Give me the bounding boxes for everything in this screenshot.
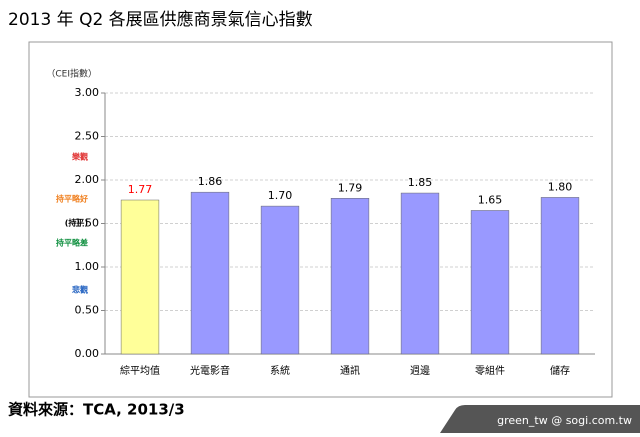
y-tick-label: 2.00: [75, 173, 100, 186]
x-tick-label: 零組件: [475, 364, 505, 377]
x-tick-label: 系統: [270, 364, 290, 377]
annotation: (持平): [65, 218, 88, 228]
y-tick-label: 1.00: [75, 260, 100, 273]
annotation: 持平略差: [56, 238, 88, 248]
value-label: 1.86: [198, 175, 223, 188]
y-tick-label: 0.50: [75, 304, 100, 317]
x-tick-label: 儲存: [550, 364, 570, 377]
bar: [470, 210, 510, 355]
footer: green_tw @ sogi.com.tw: [497, 414, 632, 427]
value-label: 1.77: [128, 183, 153, 196]
y-tick-label: 3.00: [75, 86, 100, 99]
bar: [190, 191, 230, 355]
bar: [330, 198, 370, 355]
bar: [260, 205, 300, 355]
x-tick-label: 光電影音: [190, 364, 230, 377]
value-label: 1.65: [478, 193, 503, 206]
bar: [400, 192, 440, 355]
footer-tab: [440, 405, 640, 433]
y-tick-label: 2.50: [75, 130, 100, 143]
value-label: 1.85: [408, 176, 433, 189]
y-tick-label: 0.00: [75, 347, 100, 360]
y-tick-label: 1.50: [75, 217, 100, 230]
chart-title: 2013 年 Q2 各展區供應商景氣信心指數: [8, 9, 313, 30]
annotation: 持平略好: [56, 194, 88, 204]
annotation: 悲觀: [72, 285, 88, 295]
y-axis-label: （CEI指數）: [46, 68, 97, 80]
bar: [120, 199, 160, 355]
x-tick-label: 綜平均值: [120, 364, 160, 377]
source: 資料來源：TCA, 2013/3: [8, 401, 185, 419]
x-tick-label: 通訊: [340, 364, 360, 377]
annotation: 樂觀: [71, 152, 88, 162]
value-label: 1.79: [338, 181, 363, 194]
chart-frame: [28, 41, 613, 398]
value-label: 1.70: [268, 189, 293, 202]
bar: [540, 197, 580, 355]
value-label: 1.80: [548, 180, 573, 193]
x-tick-label: 週邊: [410, 364, 430, 377]
